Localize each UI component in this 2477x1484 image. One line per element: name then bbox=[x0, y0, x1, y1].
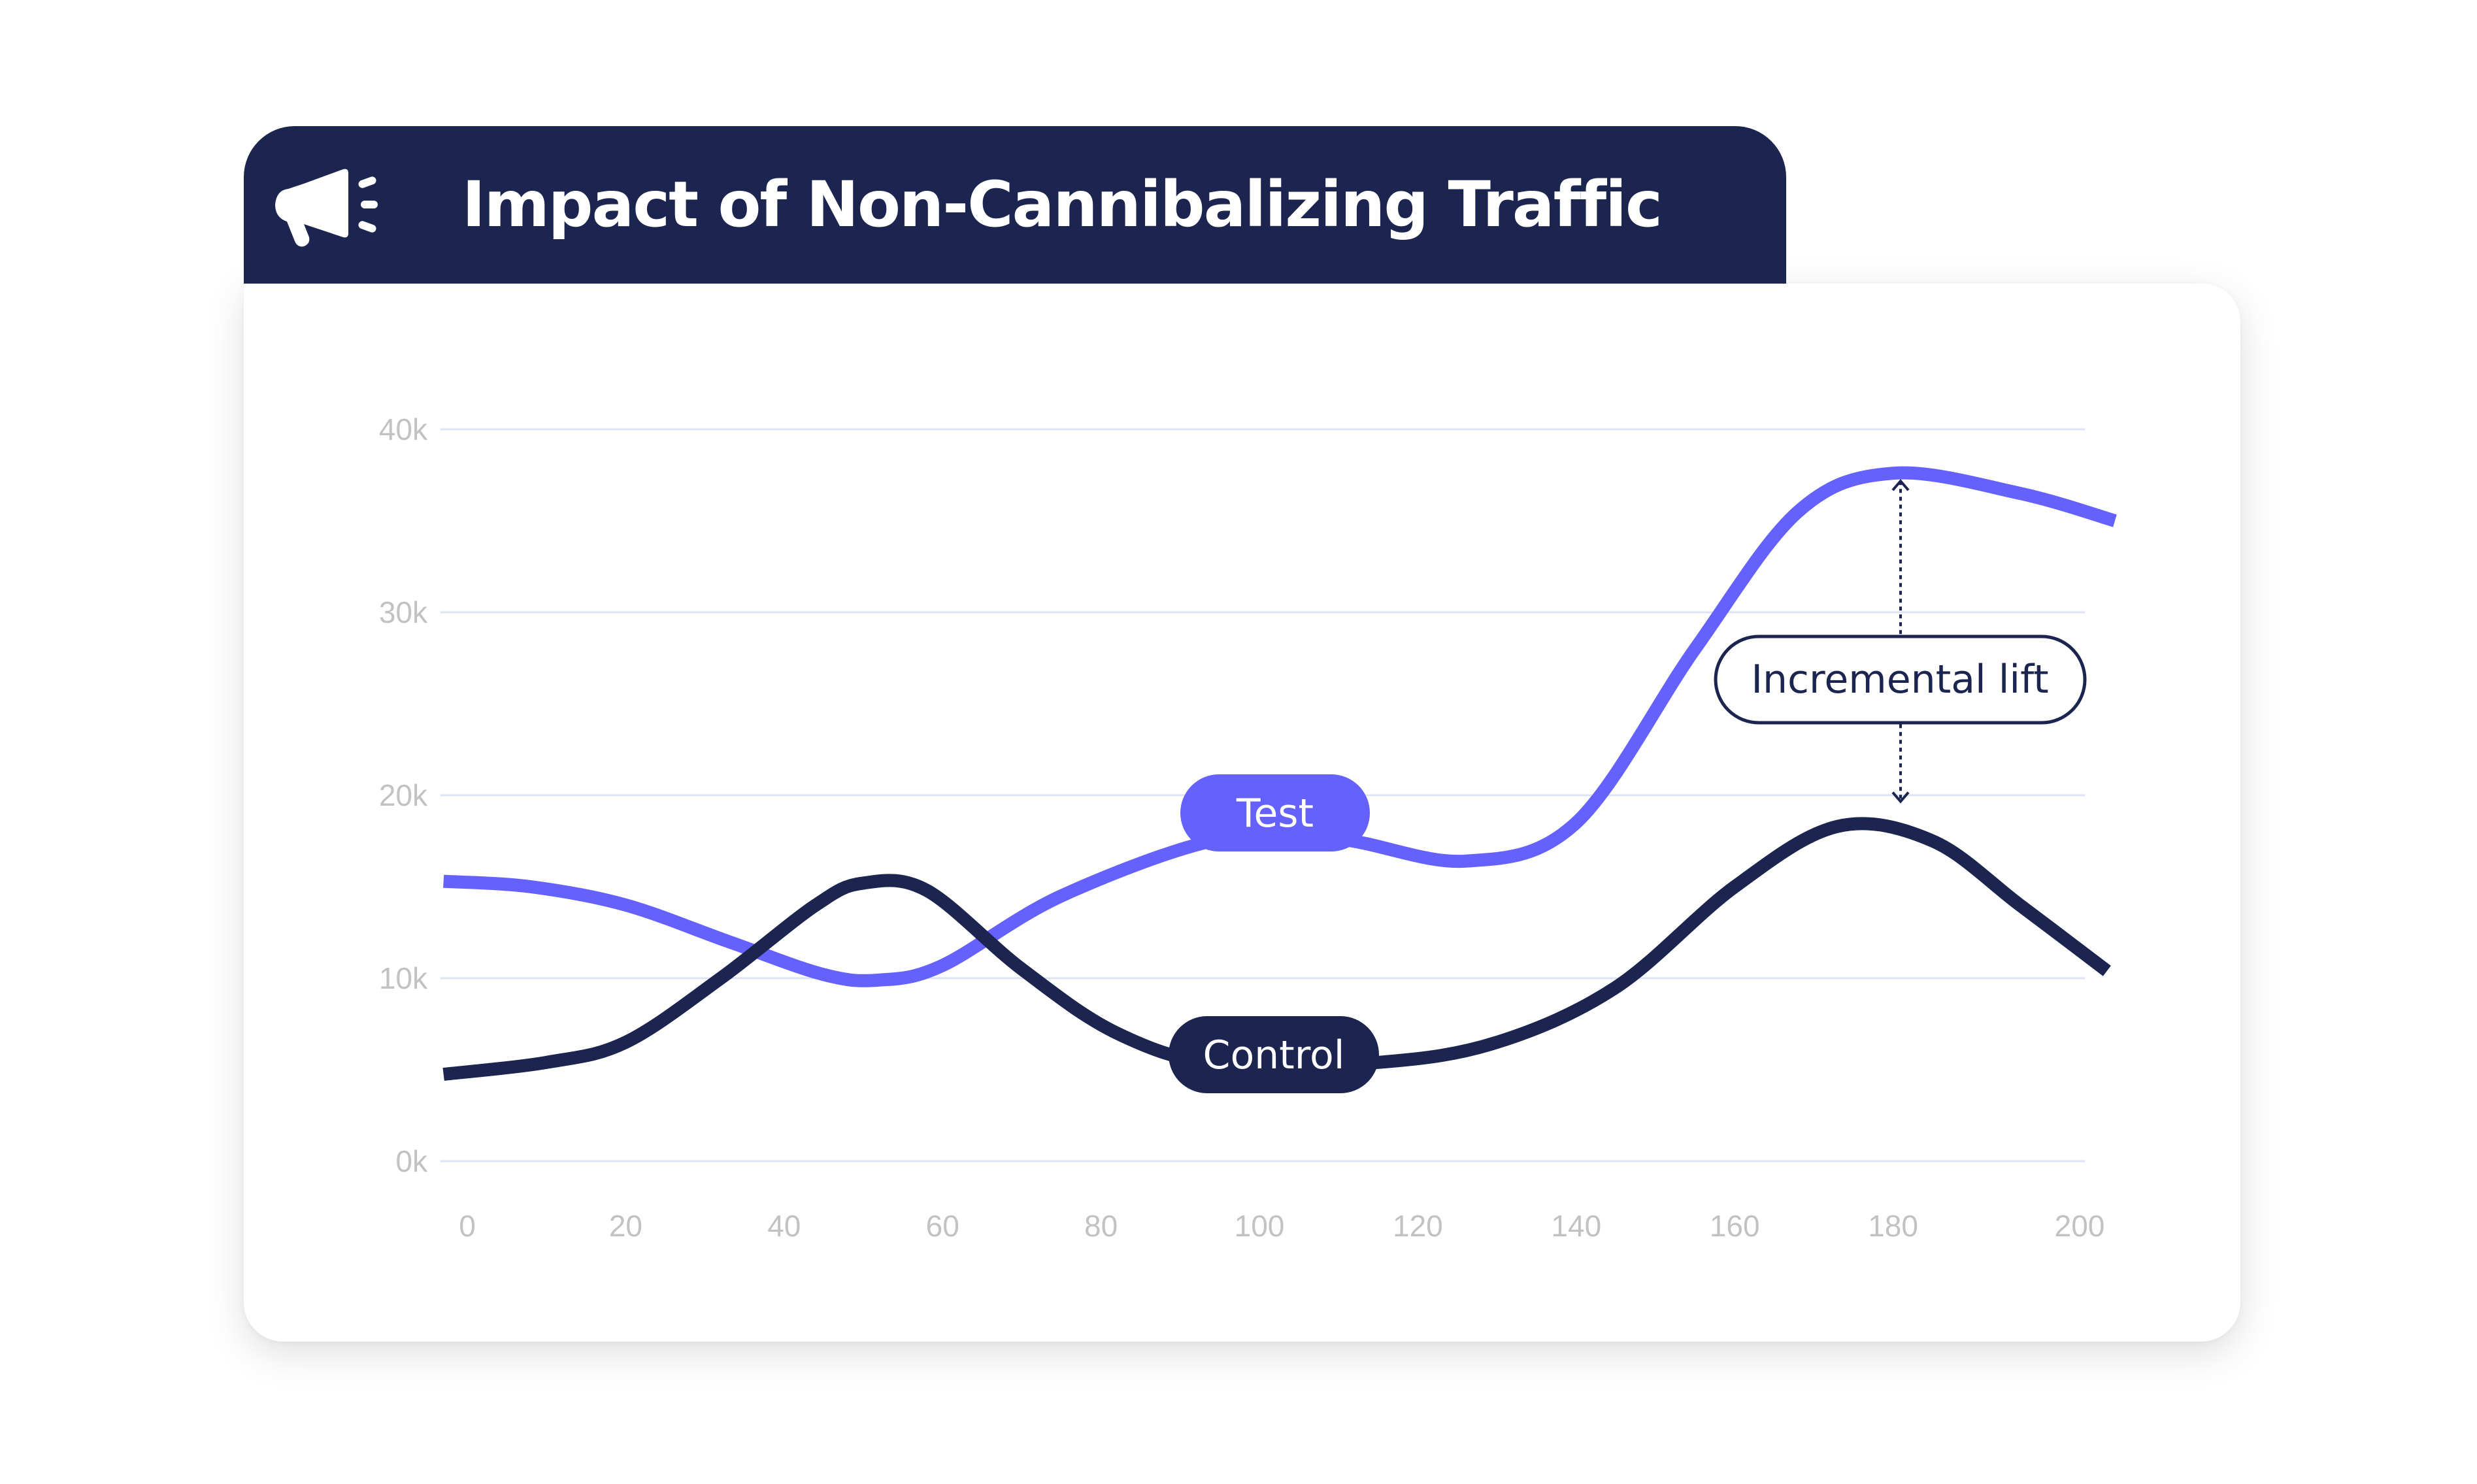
chart-title: Impact of Non-Cannibalizing Traffic bbox=[462, 168, 1663, 241]
x-axis-ticks: 0 20 40 60 80 100 120 140 160 180 200 bbox=[459, 1209, 2104, 1243]
series-line-test bbox=[443, 466, 2117, 987]
x-tick-label: 100 bbox=[1235, 1209, 1285, 1243]
x-tick-label: 60 bbox=[926, 1209, 959, 1243]
y-tick-label: 40k bbox=[379, 412, 428, 446]
control-label-pill: Control bbox=[1169, 1016, 1379, 1093]
incremental-lift-label: Incremental lift bbox=[1751, 657, 2048, 702]
x-tick-label: 140 bbox=[1551, 1209, 1601, 1243]
series-labels: Test Control bbox=[1169, 774, 1379, 1093]
incremental-lift-pill: Incremental lift bbox=[1714, 635, 2087, 725]
y-tick-label: 20k bbox=[379, 778, 428, 812]
arrow-up-icon bbox=[1891, 479, 1910, 491]
x-tick-label: 120 bbox=[1393, 1209, 1443, 1243]
megaphone-icon bbox=[275, 169, 378, 247]
x-tick-label: 80 bbox=[1084, 1209, 1118, 1243]
control-label: Control bbox=[1203, 1032, 1345, 1078]
annotations: Incremental lift bbox=[1714, 479, 2087, 804]
pill-background bbox=[1180, 774, 1370, 851]
x-tick-label: 160 bbox=[1710, 1209, 1760, 1243]
test-label: Test bbox=[1236, 791, 1314, 836]
chart-header: Impact of Non-Cannibalizing Traffic bbox=[244, 126, 1786, 284]
x-tick-label: 0 bbox=[459, 1209, 476, 1243]
x-tick-label: 40 bbox=[767, 1209, 801, 1243]
x-tick-label: 200 bbox=[2055, 1209, 2105, 1243]
y-tick-label: 0k bbox=[395, 1144, 428, 1178]
y-tick-label: 30k bbox=[379, 595, 428, 629]
y-axis-ticks: 0k 10k 20k 30k 40k bbox=[379, 412, 428, 1178]
arrow-down-icon bbox=[1891, 791, 1910, 804]
x-tick-label: 20 bbox=[609, 1209, 642, 1243]
series-lines bbox=[442, 466, 2117, 1081]
y-tick-label: 10k bbox=[379, 961, 428, 995]
test-label-pill: Test bbox=[1180, 774, 1370, 851]
pill-background bbox=[1169, 1016, 1379, 1093]
x-tick-label: 180 bbox=[1868, 1209, 1918, 1243]
pill-background bbox=[1714, 635, 2087, 725]
